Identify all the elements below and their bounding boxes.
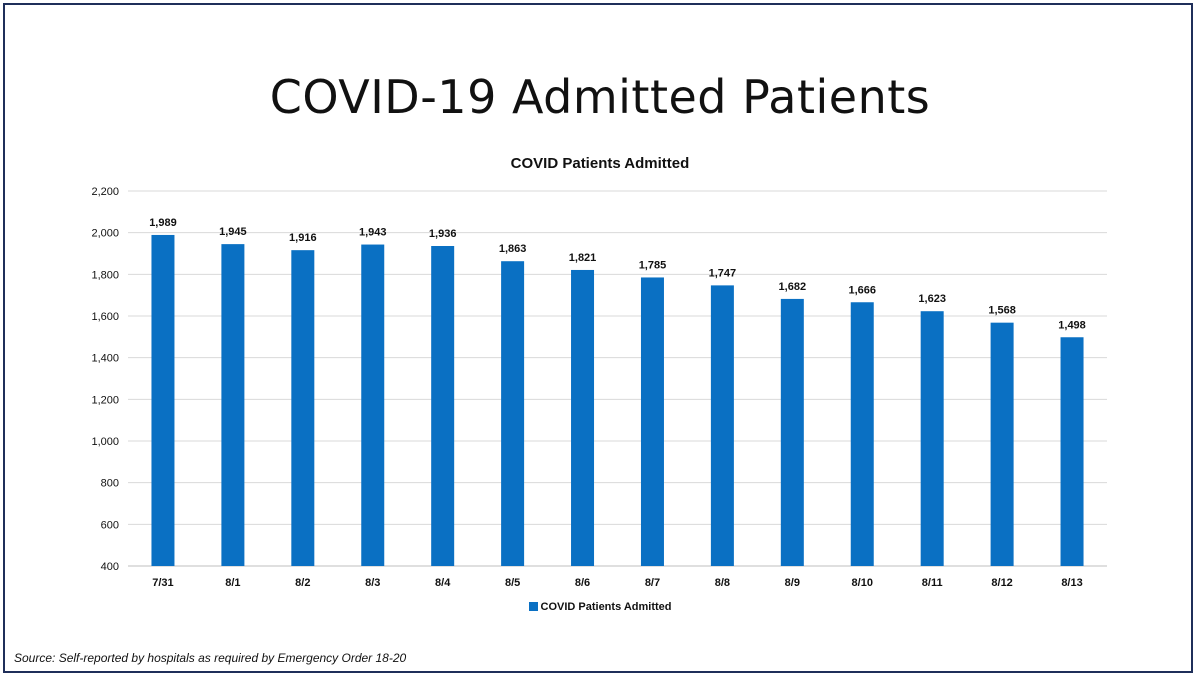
data-label: 1,943 xyxy=(359,227,387,239)
data-label: 1,863 xyxy=(499,243,527,255)
y-tick-label: 1,200 xyxy=(91,394,119,406)
y-tick-label: 1,600 xyxy=(91,311,119,323)
x-tick-label: 8/5 xyxy=(505,577,520,589)
x-tick-label: 8/3 xyxy=(365,577,380,589)
data-label: 1,623 xyxy=(918,293,946,305)
bar xyxy=(710,285,734,566)
x-tick-label: 8/10 xyxy=(852,577,873,589)
legend-swatch xyxy=(528,602,538,611)
chart-title: COVID Patients Admitted xyxy=(510,155,690,172)
source-note: Source: Self-reported by hospitals as re… xyxy=(14,651,407,665)
x-tick-label: 8/12 xyxy=(991,577,1012,589)
x-tick-label: 8/2 xyxy=(295,577,310,589)
data-label: 1,498 xyxy=(1058,319,1086,331)
x-tick-label: 8/1 xyxy=(225,577,240,589)
bar xyxy=(571,269,595,566)
data-label: 1,747 xyxy=(709,267,737,279)
x-tick-label: 8/9 xyxy=(785,577,800,589)
data-label: 1,916 xyxy=(289,232,317,244)
page-title: COVID-19 Admitted Patients xyxy=(269,70,931,124)
bar xyxy=(151,234,175,567)
bar xyxy=(291,250,315,566)
data-label: 1,936 xyxy=(429,228,457,240)
y-tick-label: 1,000 xyxy=(91,436,119,448)
data-label: 1,666 xyxy=(848,284,876,296)
x-tick-label: 8/4 xyxy=(435,577,451,589)
bar xyxy=(431,246,455,566)
x-tick-label: 8/13 xyxy=(1061,577,1082,589)
data-label: 1,821 xyxy=(569,252,597,264)
x-tick-label: 8/8 xyxy=(715,577,730,589)
y-tick-label: 2,000 xyxy=(91,228,119,240)
data-label: 1,945 xyxy=(219,226,247,238)
bar xyxy=(990,322,1014,566)
data-label: 1,568 xyxy=(988,305,1016,317)
x-tick-label: 8/6 xyxy=(575,577,590,589)
bar xyxy=(780,298,804,566)
bar xyxy=(501,261,525,566)
bar xyxy=(640,277,664,566)
x-tick-label: 7/31 xyxy=(152,577,173,589)
y-tick-label: 800 xyxy=(101,478,119,490)
y-tick-label: 1,400 xyxy=(91,353,119,365)
y-tick-label: 600 xyxy=(101,519,119,531)
data-label: 1,785 xyxy=(639,259,667,271)
chart-legend: COVID Patients Admitted xyxy=(0,601,1200,613)
bar xyxy=(361,244,385,566)
bar xyxy=(1060,337,1084,566)
data-label: 1,989 xyxy=(149,217,177,229)
bar xyxy=(920,311,944,566)
legend-label: COVID Patients Admitted xyxy=(540,601,672,613)
bar xyxy=(850,302,874,566)
y-tick-label: 1,800 xyxy=(91,269,119,281)
y-tick-label: 2,200 xyxy=(91,186,119,198)
x-tick-label: 8/11 xyxy=(922,577,943,589)
x-tick-label: 8/7 xyxy=(645,577,660,589)
data-label: 1,682 xyxy=(779,281,807,293)
y-tick-label: 400 xyxy=(101,561,119,573)
bar xyxy=(221,244,245,566)
